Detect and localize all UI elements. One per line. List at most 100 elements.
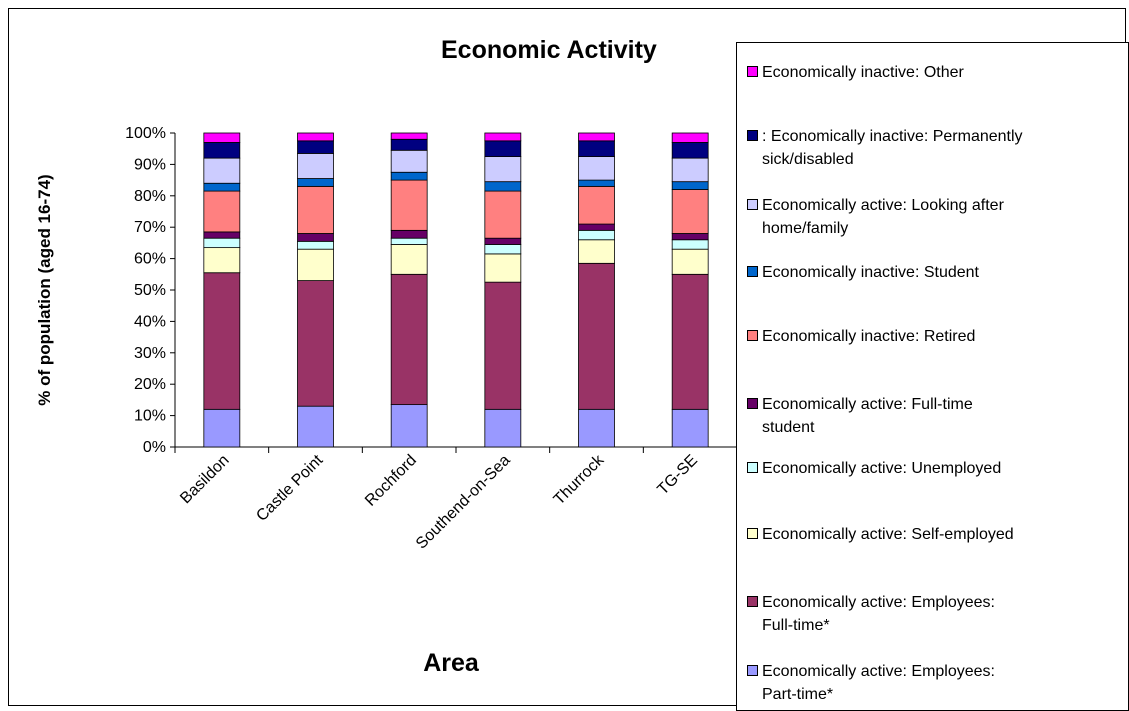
y-tick-label: 30% — [134, 345, 166, 362]
legend-item: Economically active: Full-time student — [747, 393, 1122, 439]
bar-segment — [484, 281, 522, 410]
bar-segment — [203, 132, 241, 143]
bar-segment — [484, 244, 522, 255]
bar-segment — [203, 190, 241, 233]
legend-item: Economically inactive: Other — [747, 61, 1122, 84]
bar-segment — [203, 182, 241, 192]
bar-segment — [484, 140, 522, 157]
bar-segment — [390, 244, 428, 275]
bar-segment — [671, 273, 709, 410]
legend-item: Economically active: Employees: Part-time… — [747, 660, 1122, 706]
legend-label: Economically active: Employees: Full-time… — [762, 594, 995, 634]
bar-segment — [390, 237, 428, 245]
y-tick-label: 20% — [134, 376, 166, 393]
legend-swatch — [747, 528, 758, 539]
legend-label: Economically active: Employees: Part-time… — [762, 663, 995, 703]
legend-swatch — [747, 266, 758, 277]
bar-segment — [390, 171, 428, 181]
legend-swatch — [747, 330, 758, 341]
bar-segment — [484, 156, 522, 183]
legend-swatch — [747, 596, 758, 607]
legend-swatch — [747, 130, 758, 141]
bar-segment — [390, 179, 428, 231]
bar-segment — [578, 156, 615, 181]
x-tick-label: Castle Point — [253, 451, 326, 524]
legend-label: Economically inactive: Retired — [762, 328, 976, 345]
bar-segment — [297, 132, 334, 142]
bar-segment — [671, 233, 709, 241]
bar-segment — [297, 240, 334, 250]
legend-swatch — [747, 199, 758, 210]
y-tick-label: 10% — [134, 408, 166, 425]
bar-segment — [484, 132, 522, 142]
x-tick-label: Southend-on-Sea — [413, 452, 514, 553]
legend-swatch — [747, 462, 758, 473]
y-tick-label: 50% — [134, 282, 166, 299]
chart-plot: 0% 10% 20% 30% 40% 50% 60% 70% 80% 90% 100% Basildo… — [35, 125, 736, 677]
legend-label: Economically inactive: Student — [762, 264, 979, 281]
legend-item: Economically active: Unemployed — [747, 457, 1122, 480]
bar-segment — [203, 157, 241, 184]
bar-segment — [390, 273, 428, 406]
legend-label: Economically active: Full-time student — [762, 396, 973, 436]
bar-segment — [578, 223, 615, 231]
y-tick-label: 40% — [134, 313, 166, 330]
x-tick-label: Basildon — [177, 452, 232, 507]
legend-swatch — [747, 665, 758, 676]
bar-segment — [671, 239, 709, 250]
legend-item: Economically active: Employees: Full-time… — [747, 591, 1122, 637]
bar-segment — [390, 138, 428, 151]
legend-swatch — [747, 398, 758, 409]
bar-segment — [203, 237, 241, 249]
bar-segment — [484, 181, 522, 192]
legend-item: Economically inactive: Student — [747, 261, 1122, 284]
bar-segment — [578, 185, 615, 225]
chart-title: Economic Activity — [441, 36, 657, 64]
legend-label: Economically active: Self-employed — [762, 526, 1014, 543]
legend-label: : Economically inactive: Permanently sick… — [762, 128, 1023, 168]
x-tick-label: Thurrock — [551, 451, 608, 508]
legend-label: Economically active: Looking after home/f… — [762, 197, 1004, 237]
bar-segment — [297, 405, 334, 448]
legend-swatch — [747, 66, 758, 77]
bar-segment — [203, 142, 241, 159]
bar-segment — [578, 179, 615, 187]
bar-segment — [203, 272, 241, 410]
bar-segment — [297, 185, 334, 234]
y-tick-label: 100% — [125, 125, 166, 142]
bar-segment — [484, 237, 522, 245]
bar-segment — [390, 229, 428, 239]
bar-segment — [297, 248, 334, 281]
legend-item: Economically active: Self-employed — [747, 523, 1122, 546]
x-tick-label: TG-SE — [654, 452, 701, 499]
bar-segment — [484, 408, 522, 448]
bar-segment — [671, 132, 709, 143]
bar-segment — [203, 408, 241, 448]
bar-segment — [484, 253, 522, 283]
bar-segment — [297, 233, 334, 242]
bar-segment — [671, 157, 709, 183]
y-tick-label: 80% — [134, 188, 166, 205]
y-tick-label: 90% — [134, 156, 166, 173]
legend-item: Economically inactive: Retired — [747, 325, 1122, 348]
y-axis-title: % of population (aged 16-74) — [35, 174, 54, 405]
bar-segment — [203, 231, 241, 239]
x-axis-title: Area — [423, 649, 480, 677]
bar-segment — [671, 408, 709, 448]
bar-segment — [578, 229, 615, 241]
y-tick-label: 0% — [143, 439, 166, 456]
bar-segment — [578, 140, 615, 157]
x-tick-label: Rochford — [362, 452, 420, 510]
bar-segment — [484, 190, 522, 239]
bar-segment — [578, 239, 615, 264]
bar-segment — [578, 262, 615, 410]
y-tick-label: 70% — [134, 219, 166, 236]
legend-label: Economically active: Unemployed — [762, 460, 1002, 477]
bar-segment — [297, 140, 334, 154]
legend-item: : Economically inactive: Permanently sick… — [747, 125, 1122, 171]
bar-segment — [390, 149, 428, 173]
chart-legend: Economically inactive: Other : Economical… — [736, 42, 1129, 711]
bar-segment — [297, 178, 334, 187]
bar-segment — [671, 248, 709, 275]
bar-segment — [671, 142, 709, 159]
